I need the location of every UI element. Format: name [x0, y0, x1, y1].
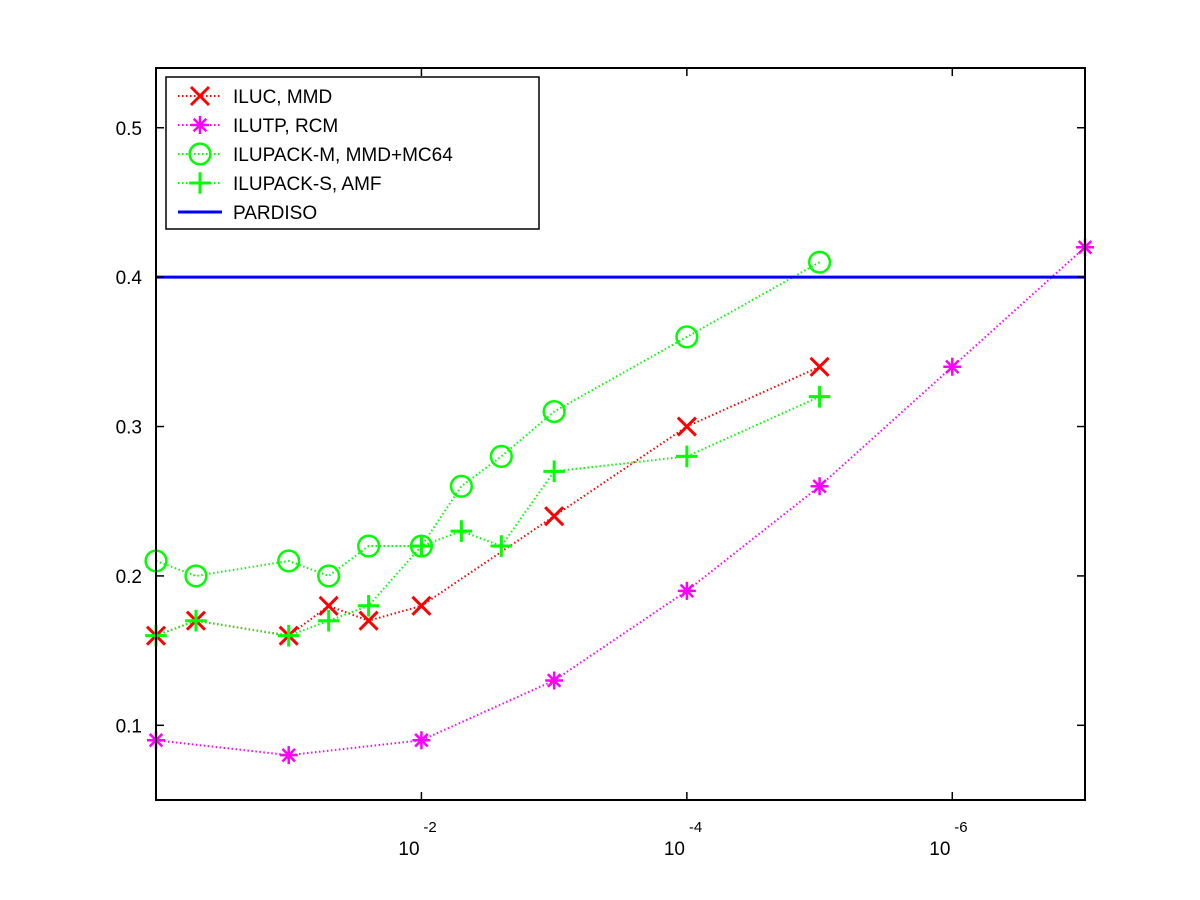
- data-point-ilupack-m-mmd-mc64: [542, 399, 566, 424]
- y-tick-label: 0.2: [116, 567, 142, 588]
- legend-label: ILUPACK-M, MMD+MC64: [233, 145, 453, 166]
- data-point-ilupack-m-mmd-mc64: [675, 325, 699, 349]
- x-tick-label-base: 10: [664, 839, 685, 860]
- y-tick-label: 0.4: [116, 268, 143, 289]
- x-tick-label-exponent: -2: [423, 819, 436, 836]
- x-tick-label-base: 10: [398, 839, 419, 860]
- data-point-ilutp-rcm: [810, 477, 829, 496]
- series-line-ilupack-m-mmd-mc64: [155, 261, 821, 578]
- legend-marker: [188, 142, 212, 166]
- data-point-iluc-mmd: [544, 506, 565, 527]
- data-point-ilutp-rcm: [279, 746, 298, 765]
- data-point-ilupack-s-amf: [490, 535, 513, 557]
- legend-entry-pardiso: PARDISO: [178, 203, 317, 224]
- data-point-ilupack-s-amf: [808, 385, 831, 408]
- axes-frame: [155, 67, 1086, 801]
- y-tick-label: 0.3: [116, 418, 142, 439]
- data-point-ilupack-s-amf: [410, 535, 433, 557]
- data-point-ilupack-s-amf: [450, 520, 473, 542]
- legend-box: [165, 76, 540, 230]
- data-point-ilupack-s-amf: [543, 460, 565, 483]
- data-point-ilutp-rcm: [412, 731, 431, 750]
- series-ilutp-rcm: [147, 238, 1094, 765]
- data-point-ilupack-s-amf: [317, 609, 340, 632]
- series-line-ilupack-s-amf: [155, 395, 820, 637]
- x-tick-label-exponent: -6: [954, 819, 967, 836]
- legend-marker: [189, 85, 211, 107]
- legend-entry-ilupack-s-amf: ILUPACK-S, AMF: [178, 172, 382, 195]
- series-ilupack-m-mmd-mc64: [144, 250, 832, 588]
- y-tick-label: 0.1: [116, 716, 142, 737]
- data-point-ilutp-rcm: [677, 581, 696, 600]
- data-point-iluc-mmd: [358, 610, 379, 631]
- data-point-ilupack-m-mmd-mc64: [807, 250, 832, 274]
- data-point-ilutp-rcm: [943, 357, 962, 376]
- data-point-ilupack-m-mmd-mc64: [317, 564, 341, 588]
- legend-marker: [189, 172, 211, 194]
- data-point-ilupack-s-amf: [277, 624, 300, 647]
- series-ilupack-s-amf: [145, 385, 831, 647]
- legend-label: PARDISO: [233, 203, 317, 224]
- legend-label: ILUPACK-S, AMF: [233, 174, 382, 195]
- data-point-ilupack-m-mmd-mc64: [357, 534, 381, 558]
- data-point-ilupack-s-amf: [357, 594, 380, 617]
- data-point-iluc-mmd: [676, 416, 697, 437]
- data-point-ilupack-m-mmd-mc64: [184, 564, 208, 588]
- legend-label: ILUTP, RCM: [233, 116, 338, 137]
- data-point-ilutp-rcm: [545, 671, 564, 690]
- data-point-ilupack-m-mmd-mc64: [277, 549, 301, 573]
- y-tick-label: 0.5: [116, 119, 142, 140]
- data-point-ilupack-m-mmd-mc64: [489, 444, 513, 469]
- series-iluc-mmd: [145, 356, 830, 646]
- series-line-ilutp-rcm: [155, 246, 1086, 757]
- data-point-ilupack-m-mmd-mc64: [449, 474, 473, 498]
- series-layer: [144, 238, 1094, 765]
- data-point-iluc-mmd: [411, 595, 432, 616]
- data-point-iluc-mmd: [809, 356, 830, 377]
- ticks-layer: 0.10.20.30.40.510-210-410-6: [116, 68, 1085, 860]
- legend: ILUC, MMD ILUTP, RCM ILUPACK-M, MMD+MC64 IL…: [165, 76, 540, 230]
- data-point-ilupack-s-amf: [676, 445, 698, 468]
- data-point-ilupack-s-amf: [185, 609, 207, 632]
- legend-marker: [191, 116, 209, 134]
- legend-entry-ilupack-m-mmd-mc64: ILUPACK-M, MMD+MC64: [178, 142, 453, 166]
- data-point-iluc-mmd: [318, 595, 339, 616]
- x-tick-label-base: 10: [929, 839, 950, 860]
- legend-entry-iluc-mmd: ILUC, MMD: [178, 85, 332, 108]
- legend-label: ILUC, MMD: [233, 87, 332, 108]
- legend-entry-ilutp-rcm: ILUTP, RCM: [178, 116, 338, 137]
- x-tick-label-exponent: -4: [689, 819, 702, 836]
